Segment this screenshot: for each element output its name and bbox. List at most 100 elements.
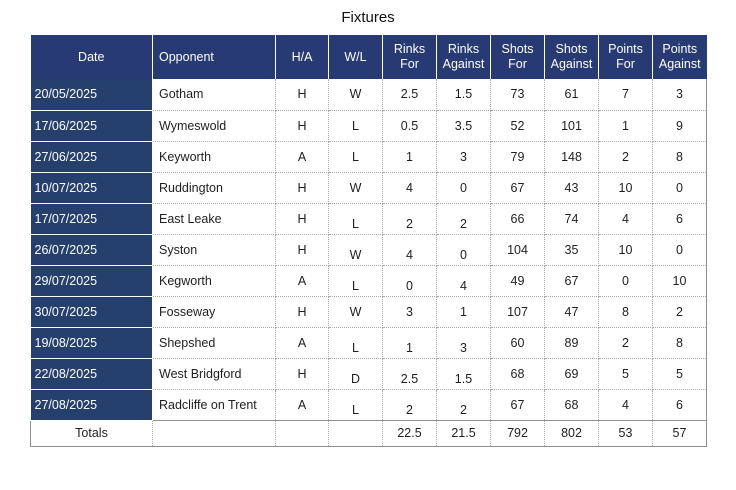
table-row: 20/05/2025 Gotham H W 2.5 1.5 73 61 7 3 xyxy=(30,79,707,111)
fixture-rinks-for: 2 xyxy=(382,389,437,421)
fixture-shots-against: 67 xyxy=(544,265,599,297)
fixture-home-away: H xyxy=(275,296,329,328)
fixture-rinks-against: 3 xyxy=(436,327,491,359)
fixture-rinks-for: 3 xyxy=(382,296,437,328)
column-header-line: Rinks xyxy=(393,42,426,56)
table-row: 17/06/2025 Wymeswold H L 0.5 3.5 52 101 1 9 xyxy=(30,110,707,142)
fixture-points-against: 2 xyxy=(652,296,707,328)
fixture-rinks-against: 2 xyxy=(436,203,491,235)
fixture-rows: 20/05/2025 Gotham H W 2.5 1.5 73 61 7 3 17/06/2025… xyxy=(30,79,707,447)
fixture-points-for: 1 xyxy=(598,110,653,142)
totals-rinks-for: 22.5 xyxy=(382,419,437,447)
fixture-result: W xyxy=(328,172,383,204)
table-row: 19/08/2025 Shepshed A L 1 3 60 89 2 8 xyxy=(30,327,707,359)
fixture-opponent: Fosseway xyxy=(152,296,276,328)
fixture-shots-against: 61 xyxy=(544,79,599,111)
table-row: 17/07/2025 East Leake H L 2 2 66 74 4 6 xyxy=(30,203,707,235)
table-row: 22/08/2025 West Bridgford H D 2.5 1.5 68 69 5 5 xyxy=(30,358,707,390)
fixture-opponent: East Leake xyxy=(152,203,276,235)
fixture-date: 26/07/2025 xyxy=(30,234,153,266)
fixture-date: 17/06/2025 xyxy=(30,110,153,142)
fixture-home-away: H xyxy=(275,110,329,142)
fixture-date: 27/06/2025 xyxy=(30,141,153,173)
fixture-date: 27/08/2025 xyxy=(30,389,153,421)
fixture-rinks-against: 0 xyxy=(436,234,491,266)
column-header-points-for: Points For xyxy=(598,35,653,79)
fixture-points-against: 10 xyxy=(652,265,707,297)
fixture-home-away: A xyxy=(275,327,329,359)
table-row: 29/07/2025 Kegworth A L 0 4 49 67 0 10 xyxy=(30,265,707,297)
fixture-date: 20/05/2025 xyxy=(30,79,153,111)
column-header-wl: W/L xyxy=(328,35,383,79)
column-header-line: Against xyxy=(658,57,701,71)
fixture-points-against: 6 xyxy=(652,203,707,235)
fixture-shots-against: 47 xyxy=(544,296,599,328)
fixture-shots-against: 89 xyxy=(544,327,599,359)
fixture-home-away: A xyxy=(275,389,329,421)
fixture-points-for: 4 xyxy=(598,389,653,421)
fixture-points-against: 5 xyxy=(652,358,707,390)
totals-opponent-cell xyxy=(152,419,276,447)
table-row: 26/07/2025 Syston H W 4 0 104 35 10 0 xyxy=(30,234,707,266)
fixture-points-for: 5 xyxy=(598,358,653,390)
fixture-points-for: 2 xyxy=(598,141,653,173)
fixture-result: W xyxy=(328,79,383,111)
fixture-result: L xyxy=(328,141,383,173)
fixtures-table: Date Opponent H/A W/L Rinks For Rinks Agai… xyxy=(30,35,707,447)
fixture-rinks-for: 0 xyxy=(382,265,437,297)
fixture-result: L xyxy=(328,265,383,297)
fixture-points-against: 8 xyxy=(652,141,707,173)
fixture-shots-against: 68 xyxy=(544,389,599,421)
fixture-rinks-for: 0.5 xyxy=(382,110,437,142)
fixture-date: 19/08/2025 xyxy=(30,327,153,359)
column-header-line: Against xyxy=(442,57,485,71)
table-header-row: Date Opponent H/A W/L Rinks For Rinks Agai… xyxy=(30,35,707,79)
fixture-home-away: H xyxy=(275,79,329,111)
totals-label: Totals xyxy=(30,419,153,447)
totals-row: Totals 22.5 21.5 792 802 53 57 xyxy=(30,419,707,447)
fixture-shots-for: 52 xyxy=(490,110,545,142)
fixture-shots-for: 67 xyxy=(490,172,545,204)
fixture-points-for: 7 xyxy=(598,79,653,111)
fixture-home-away: A xyxy=(275,141,329,173)
fixture-shots-for: 67 xyxy=(490,389,545,421)
column-header-opponent: Opponent xyxy=(152,35,276,79)
fixture-points-against: 6 xyxy=(652,389,707,421)
column-header-shots-against: Shots Against xyxy=(544,35,599,79)
column-header-line: Against xyxy=(550,57,593,71)
totals-points-for: 53 xyxy=(598,419,653,447)
fixture-home-away: H xyxy=(275,172,329,204)
fixture-rinks-against: 3.5 xyxy=(436,110,491,142)
fixture-rinks-for: 2 xyxy=(382,203,437,235)
fixture-points-against: 3 xyxy=(652,79,707,111)
fixture-result: L xyxy=(328,110,383,142)
fixture-opponent: Gotham xyxy=(152,79,276,111)
fixture-shots-for: 79 xyxy=(490,141,545,173)
page-title: Fixtures xyxy=(341,9,395,26)
fixture-shots-against: 43 xyxy=(544,172,599,204)
fixture-shots-for: 68 xyxy=(490,358,545,390)
fixture-opponent: West Bridgford xyxy=(152,358,276,390)
fixture-shots-for: 60 xyxy=(490,327,545,359)
column-header-line: For xyxy=(508,57,527,71)
fixture-points-against: 0 xyxy=(652,234,707,266)
fixture-rinks-against: 1 xyxy=(436,296,491,328)
fixture-points-for: 2 xyxy=(598,327,653,359)
fixture-rinks-against: 4 xyxy=(436,265,491,297)
fixture-points-against: 9 xyxy=(652,110,707,142)
fixture-opponent: Syston xyxy=(152,234,276,266)
fixture-result: D xyxy=(328,358,383,390)
fixture-date: 10/07/2025 xyxy=(30,172,153,204)
fixture-shots-for: 104 xyxy=(490,234,545,266)
fixture-shots-for: 66 xyxy=(490,203,545,235)
fixture-home-away: H xyxy=(275,234,329,266)
fixture-shots-for: 49 xyxy=(490,265,545,297)
fixture-rinks-against: 1.5 xyxy=(436,79,491,111)
fixture-points-for: 10 xyxy=(598,172,653,204)
column-header-ha: H/A xyxy=(275,35,329,79)
column-header-date: Date xyxy=(30,35,153,79)
fixture-shots-for: 107 xyxy=(490,296,545,328)
totals-rinks-against: 21.5 xyxy=(436,419,491,447)
fixture-opponent: Wymeswold xyxy=(152,110,276,142)
fixture-date: 22/08/2025 xyxy=(30,358,153,390)
